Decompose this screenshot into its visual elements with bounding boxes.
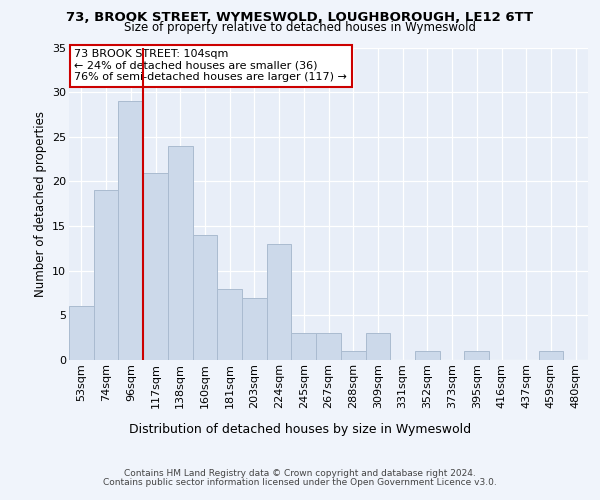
Text: Size of property relative to detached houses in Wymeswold: Size of property relative to detached ho…	[124, 22, 476, 35]
Text: 73 BROOK STREET: 104sqm
← 24% of detached houses are smaller (36)
76% of semi-de: 73 BROOK STREET: 104sqm ← 24% of detache…	[74, 49, 347, 82]
Bar	[143, 172, 168, 360]
Bar	[316, 333, 341, 360]
Bar	[193, 235, 217, 360]
Text: 73, BROOK STREET, WYMESWOLD, LOUGHBOROUGH, LE12 6TT: 73, BROOK STREET, WYMESWOLD, LOUGHBOROUG…	[67, 11, 533, 24]
Bar	[539, 351, 563, 360]
Text: Contains public sector information licensed under the Open Government Licence v3: Contains public sector information licen…	[103, 478, 497, 487]
Bar	[168, 146, 193, 360]
Bar	[242, 298, 267, 360]
Bar	[365, 333, 390, 360]
Text: Contains HM Land Registry data © Crown copyright and database right 2024.: Contains HM Land Registry data © Crown c…	[124, 469, 476, 478]
Bar	[292, 333, 316, 360]
Bar	[69, 306, 94, 360]
Bar	[94, 190, 118, 360]
Bar	[415, 351, 440, 360]
Bar	[118, 101, 143, 360]
Bar	[464, 351, 489, 360]
Y-axis label: Number of detached properties: Number of detached properties	[34, 111, 47, 296]
Bar	[217, 288, 242, 360]
Bar	[341, 351, 365, 360]
Bar	[267, 244, 292, 360]
Text: Distribution of detached houses by size in Wymeswold: Distribution of detached houses by size …	[129, 422, 471, 436]
